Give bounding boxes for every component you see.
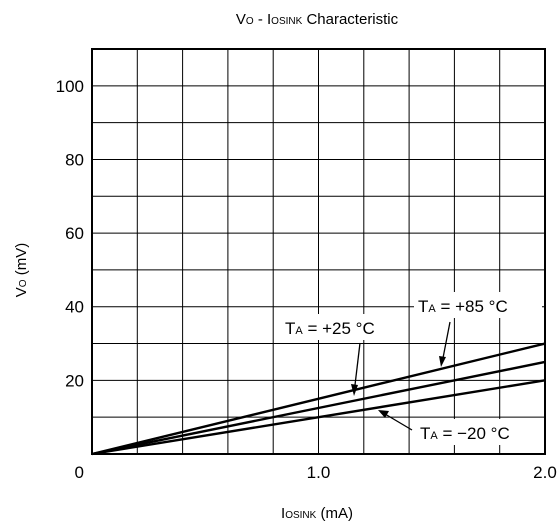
y-tick-label: 20 <box>65 371 84 390</box>
series-line-0 <box>91 342 546 456</box>
series-label-25-arrow <box>354 342 361 386</box>
x-tick-label: 0 <box>75 463 84 482</box>
series-label-m20-arrow <box>384 413 413 431</box>
series-label-85-bg <box>414 292 542 318</box>
x-tick-label: 2.0 <box>533 463 557 482</box>
y-axis-label: VO (mV) <box>13 243 30 297</box>
y-tick-label: 100 <box>56 77 84 96</box>
grid <box>92 49 545 454</box>
x-axis-label: IOSINK (mA) <box>281 505 353 522</box>
series-label-25-arrowhead <box>351 384 358 396</box>
series-label-85-arrowhead <box>439 356 446 367</box>
series-line-2 <box>91 379 546 456</box>
plot-frame <box>91 48 546 455</box>
y-tick-label: 60 <box>65 224 84 243</box>
y-tick-label: 80 <box>65 150 84 169</box>
series-label-25-text: TA = +25 °C <box>285 319 375 338</box>
y-tick-label: 40 <box>65 298 84 317</box>
series-label-25: TA = +25 °C <box>281 314 399 396</box>
series-label-25-bg <box>281 314 399 340</box>
series-label-85: TA = +85 °C <box>414 292 542 367</box>
series-label-m20: TA = −20 °C <box>378 410 540 445</box>
series-label-m20-bg <box>416 419 540 445</box>
series-label-m20-text: TA = −20 °C <box>420 424 510 443</box>
series-lines <box>91 342 546 456</box>
chart-title: VO - IOSINK Characteristic <box>236 11 399 28</box>
series-line-1 <box>91 360 546 456</box>
x-tick-label: 1.0 <box>307 463 331 482</box>
series-label-85-arrow <box>442 321 451 359</box>
tick-labels: 20 40 60 80 100 0 1.0 2.0 <box>56 77 557 482</box>
series-label-m20-arrowhead <box>378 410 389 418</box>
series-label-85-text: TA = +85 °C <box>418 297 508 316</box>
